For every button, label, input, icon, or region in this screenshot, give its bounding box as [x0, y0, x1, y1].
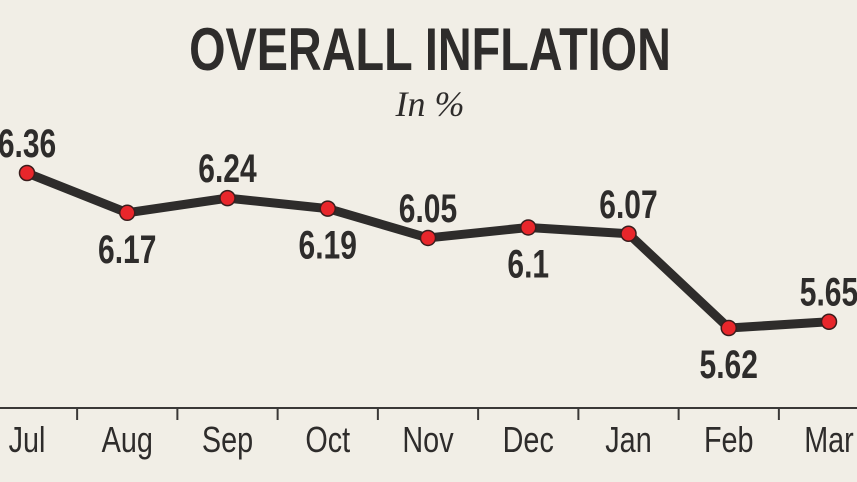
data-label: 6.19: [299, 224, 357, 268]
data-label: 6.07: [599, 183, 657, 227]
x-tick-label: Jan: [605, 419, 651, 460]
x-tick-label: Jul: [9, 419, 46, 460]
data-point: [520, 219, 537, 236]
x-tick-label: Mar: [804, 419, 854, 460]
x-tick-label: Aug: [102, 419, 153, 460]
data-label: 6.24: [198, 147, 257, 191]
x-tick-label: Feb: [704, 419, 754, 460]
data-label: 5.62: [700, 343, 758, 387]
data-point: [419, 229, 437, 247]
data-point: [319, 200, 336, 217]
data-label: 5.65: [800, 271, 857, 315]
data-label: 6.05: [399, 187, 457, 231]
x-tick-label: Dec: [503, 419, 554, 460]
x-tick-label: Nov: [402, 419, 454, 460]
chart-subtitle: In %: [395, 84, 465, 124]
data-point: [720, 319, 737, 337]
data-point: [219, 189, 236, 207]
data-label: 6.1: [507, 242, 549, 286]
data-point: [620, 225, 637, 243]
data-label: 6.36: [0, 122, 56, 166]
x-tick-label: Oct: [305, 419, 350, 460]
chart-title: OVERALL INFLATION: [189, 16, 671, 83]
data-point: [119, 204, 136, 222]
x-axis: Jul Aug Sep Oct Nov Dec Jan Feb Mar: [0, 407, 857, 460]
data-label: 6.17: [98, 228, 156, 272]
series: 6.36 6.17 6.24 6.19 6.05 6.1 6.07 5.62 5.65: [0, 122, 857, 387]
data-point: [820, 313, 838, 330]
x-tick-label: Sep: [202, 419, 253, 460]
data-point: [18, 164, 36, 182]
